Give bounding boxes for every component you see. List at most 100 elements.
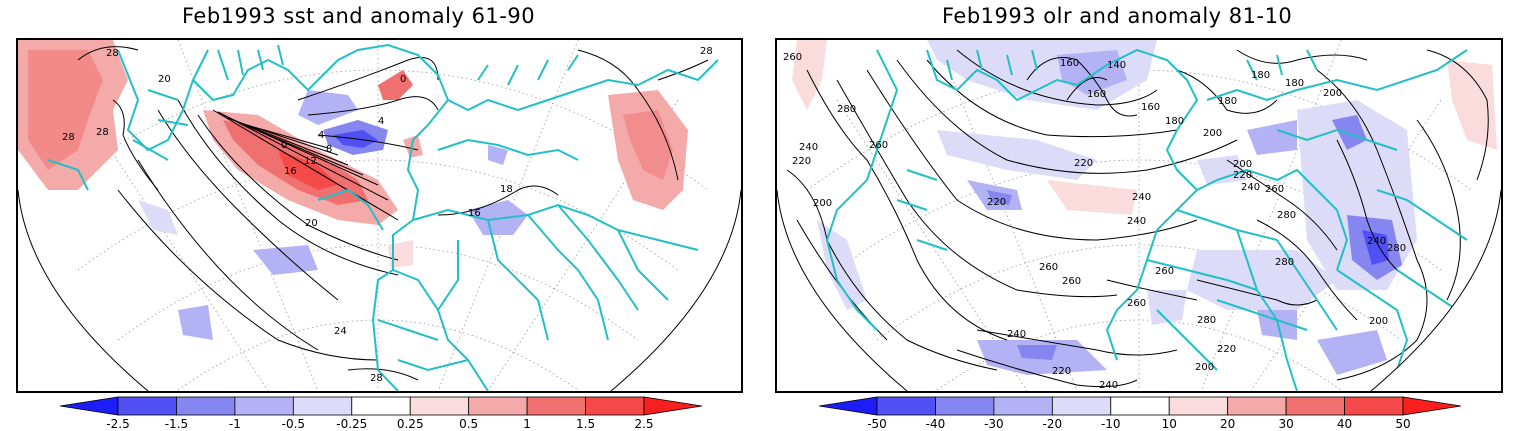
colorbar-left-extension	[60, 396, 119, 416]
colorbar-tick-label: -40	[925, 417, 946, 431]
sst-contours	[77, 46, 709, 381]
sst-contour-label: 28	[106, 48, 119, 59]
colorbar-segment	[585, 396, 645, 416]
olr-contour-label: 200	[1323, 88, 1342, 99]
sst-anomaly-shading	[18, 40, 688, 340]
colorbar-tick-label: 1.5	[576, 417, 596, 431]
colorbar-segment	[117, 396, 177, 416]
sst-contour-label: 28	[700, 46, 713, 57]
sst-contour-label: 12	[304, 156, 317, 167]
olr-projection-edge	[777, 189, 1501, 391]
colorbar-tick-label: -1	[228, 417, 241, 431]
olr-contour-label: 260	[1039, 262, 1058, 273]
olr-contour-label: 240	[1099, 380, 1118, 391]
sst-contour-label: 20	[305, 218, 318, 229]
olr-contour-label: 180	[1251, 70, 1270, 81]
colorbar-segment	[176, 396, 236, 416]
sst-panel-title: Feb1993 sst and anomaly 61-90	[182, 4, 536, 28]
colorbar-tick-label: -30	[984, 417, 1004, 431]
sst-contour-label: 4	[318, 130, 324, 141]
colorbar-tick-label: 20	[1220, 417, 1236, 431]
olr-contour-label: 220	[1217, 344, 1236, 355]
olr-contour-labels: 260 280 240 220 260 200 160 140 160 160 …	[783, 52, 1406, 391]
colorbar-segment	[993, 396, 1053, 416]
olr-contour-label: 240	[1132, 192, 1151, 203]
olr-contour-label: 200	[1195, 362, 1214, 373]
sst-projection-edge	[18, 189, 741, 391]
colorbar-segment	[468, 396, 528, 416]
colorbar-segment	[292, 396, 353, 416]
olr-panel-title: Feb1993 olr and anomaly 81-10	[942, 4, 1293, 28]
colorbar-segment	[351, 396, 411, 416]
colorbar-segment	[1227, 396, 1287, 416]
olr-contour-label: 280	[1275, 257, 1294, 268]
sst-contour-label: 8	[326, 144, 332, 155]
olr-contour-label: 220	[792, 156, 811, 167]
colorbar-tick-label: 10	[1161, 417, 1177, 431]
sst-contour-label: 0	[281, 140, 287, 151]
olr-contour-label: 280	[1387, 243, 1406, 254]
olr-colorbar	[819, 396, 1461, 416]
sst-contour-labels: 28 28 28 28 20 0 4 4 0 8 12 16 18 16 20 …	[62, 46, 713, 384]
olr-contour-label: 220	[987, 197, 1006, 208]
colorbar-segment	[1051, 396, 1112, 416]
colorbar-segment	[1344, 396, 1404, 416]
olr-contour-label: 220	[1074, 158, 1093, 169]
olr-contour-label: 220	[1052, 366, 1071, 377]
olr-contour-label: 240	[1007, 329, 1026, 340]
colorbar-tick-label: -1.5	[164, 417, 189, 431]
colorbar-tick-label: -2.5	[106, 417, 130, 431]
colorbar-segment	[1285, 396, 1345, 416]
olr-contour-label: 180	[1285, 78, 1304, 89]
colorbar-tick-label: 2.5	[634, 417, 654, 431]
olr-contour-label: 200	[813, 198, 832, 209]
sst-contour-label: 4	[378, 116, 384, 127]
sst-contour-label: 18	[500, 184, 513, 195]
olr-contour-label: 260	[1265, 184, 1284, 195]
olr-contour-label: 200	[1203, 128, 1222, 139]
sst-contour-label: 24	[334, 326, 347, 337]
sst-contour-label: 16	[284, 166, 297, 177]
olr-contour-label: 240	[1241, 182, 1260, 193]
olr-contour-label: 180	[1165, 116, 1184, 127]
olr-contour-label: 140	[1107, 60, 1126, 71]
sst-projection-mask	[18, 190, 741, 391]
sst-map: 28 28 28 28 20 0 4 4 0 8 12 16 18 16 20 …	[16, 38, 743, 393]
colorbar-right-extension	[1402, 396, 1461, 416]
olr-contour-label: 220	[1233, 170, 1252, 181]
olr-contour-label: 240	[1367, 236, 1386, 247]
colorbar-tick-label: -10	[1100, 417, 1121, 431]
colorbar-right-extension	[643, 396, 702, 416]
colorbar-segment	[526, 396, 586, 416]
sst-map-canvas: 28 28 28 28 20 0 4 4 0 8 12 16 18 16 20 …	[18, 40, 741, 391]
sst-contour-label: 28	[62, 132, 75, 143]
olr-contour-label: 200	[1369, 316, 1388, 327]
colorbar-tick-label: 40	[1336, 417, 1353, 431]
sst-contour-label: 28	[370, 373, 383, 384]
olr-contour-label: 180	[1218, 96, 1237, 107]
colorbar-segment	[1110, 396, 1170, 416]
colorbar-segment	[234, 396, 294, 416]
olr-contour-label: 240	[799, 142, 818, 153]
olr-contour-label: 260	[869, 140, 888, 151]
olr-contour-label: 160	[1141, 102, 1160, 113]
colorbar-segment	[876, 396, 936, 416]
olr-contour-label: 260	[783, 52, 802, 63]
colorbar-tick-label: 1	[523, 417, 531, 431]
olr-contour-label: 160	[1060, 58, 1079, 69]
colorbar-tick-label: -0.25	[336, 417, 368, 431]
colorbar-left-extension	[819, 396, 878, 416]
sst-colorbar	[60, 396, 702, 416]
olr-coastlines	[825, 48, 1468, 391]
olr-contours	[786, 49, 1489, 388]
colorbar-tick-label: -50	[867, 417, 887, 431]
olr-map: 260 280 240 220 260 200 160 140 160 160 …	[775, 38, 1503, 393]
olr-contour-label: 260	[1155, 266, 1174, 277]
sst-contour-label: 28	[96, 127, 109, 138]
sst-contour-label: 0	[400, 74, 406, 85]
colorbar-segment	[409, 396, 470, 416]
olr-contour-label: 200	[1233, 159, 1252, 170]
colorbar-tick-label: 0.25	[396, 417, 424, 431]
olr-map-canvas: 260 280 240 220 260 200 160 140 160 160 …	[777, 40, 1501, 391]
olr-contour-label: 280	[1197, 315, 1216, 326]
